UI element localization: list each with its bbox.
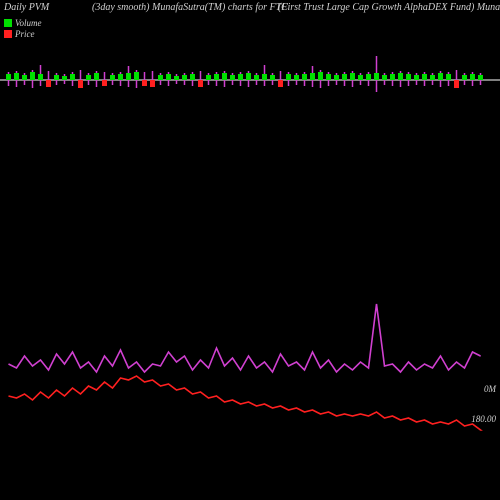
candle-body-down	[142, 80, 147, 86]
legend-item-volume: Volume	[4, 18, 42, 28]
title-right: (First Trust Large Cap Growth AlphaDEX F…	[278, 2, 500, 13]
candle-body-up	[286, 74, 291, 80]
legend: Volume Price	[4, 18, 42, 40]
candle-body-up	[406, 74, 411, 80]
candle-body-down	[46, 80, 51, 87]
candle-body-up	[158, 75, 163, 80]
price-line	[9, 376, 481, 430]
candle-body-up	[6, 74, 11, 80]
candle-body-up	[238, 74, 243, 80]
candle-body-up	[22, 75, 27, 80]
candle-body-up	[246, 73, 251, 80]
chart-header: Daily PVM (3day smooth) MunafaSutra(TM) …	[0, 2, 500, 32]
volume-line	[9, 304, 481, 372]
candle-body-up	[70, 74, 75, 80]
candle-body-up	[438, 73, 443, 80]
candle-body-up	[262, 74, 267, 80]
candle-body-up	[94, 73, 99, 80]
candle-body-up	[382, 75, 387, 80]
candle-body-up	[390, 74, 395, 80]
legend-swatch-volume	[4, 19, 12, 27]
candle-body-up	[270, 75, 275, 80]
title-mid: (3day smooth) MunafaSutra(TM) charts for…	[92, 2, 288, 13]
candle-body-up	[86, 75, 91, 80]
legend-swatch-price	[4, 30, 12, 38]
candle-body-down	[78, 80, 83, 88]
candle-body-up	[14, 73, 19, 80]
candle-body-up	[374, 73, 379, 80]
candle-body-up	[310, 73, 315, 80]
legend-label-price: Price	[15, 29, 35, 39]
legend-item-price: Price	[4, 29, 42, 39]
candle-body-up	[206, 75, 211, 80]
candle-body-up	[470, 74, 475, 80]
candle-body-up	[342, 74, 347, 80]
legend-label-volume: Volume	[15, 18, 42, 28]
candle-body-up	[446, 74, 451, 80]
candle-body-up	[174, 76, 179, 80]
candle-body-up	[134, 72, 139, 80]
axis-label-1: 180.00	[471, 414, 496, 424]
candle-body-up	[294, 75, 299, 80]
candle-body-down	[278, 80, 283, 87]
candle-body-up	[358, 75, 363, 80]
candle-body-up	[350, 73, 355, 80]
candle-body-up	[334, 75, 339, 80]
candle-body-up	[166, 74, 171, 80]
candle-body-up	[110, 75, 115, 80]
candle-body-up	[478, 75, 483, 80]
candle-body-up	[30, 72, 35, 80]
candle-body-up	[398, 73, 403, 80]
axis-label-0: 0M	[484, 384, 497, 394]
candle-body-down	[198, 80, 203, 87]
candle-body-up	[326, 74, 331, 80]
candle-body-up	[318, 72, 323, 80]
candle-body-down	[454, 80, 459, 88]
candle-body-up	[462, 75, 467, 80]
candle-body-up	[302, 74, 307, 80]
candle-body-up	[190, 74, 195, 80]
candle-body-up	[430, 75, 435, 80]
title-left: Daily PVM	[4, 2, 49, 13]
candle-body-up	[366, 74, 371, 80]
candle-body-up	[182, 75, 187, 80]
candle-body-up	[222, 73, 227, 80]
candle-body-up	[254, 75, 259, 80]
candle-body-up	[214, 74, 219, 80]
candle-body-up	[38, 74, 43, 80]
candle-body-up	[54, 75, 59, 80]
chart-canvas: 0M 180.00	[0, 40, 500, 500]
candle-body-up	[230, 75, 235, 80]
candle-body-up	[126, 73, 131, 80]
candle-body-up	[422, 74, 427, 80]
candle-body-up	[414, 75, 419, 80]
candle-body-up	[118, 74, 123, 80]
candle-body-down	[150, 80, 155, 87]
candle-body-down	[102, 80, 107, 86]
candle-body-up	[62, 76, 67, 80]
